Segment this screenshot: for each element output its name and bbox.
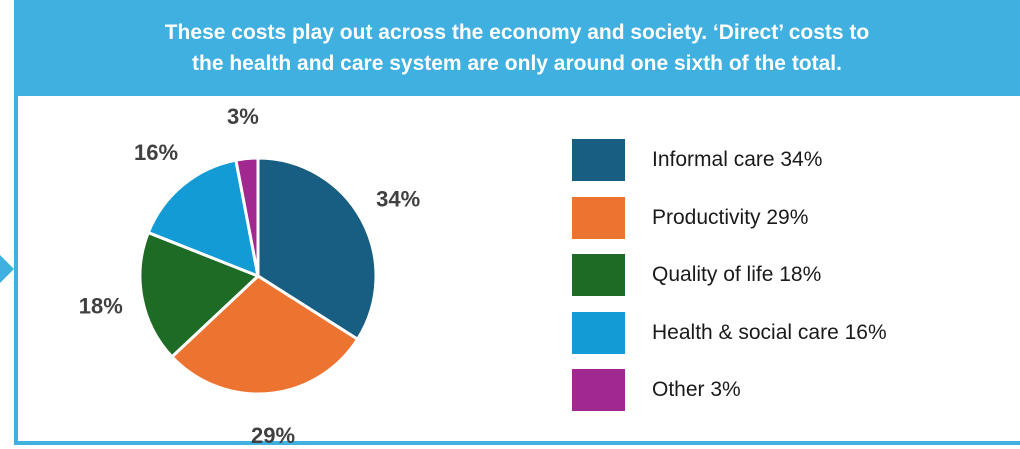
pie-slice-other [234,156,260,278]
legend-swatch-productivity [572,196,625,239]
data-label-quality-of-life: 18% [79,293,123,318]
legend-label-health-social-care: Health & social care 16% [652,320,887,344]
legend-label-other: Other 3% [652,378,741,401]
pie-slice-productivity [170,274,360,396]
header-banner: These costs play out across the economy … [14,0,1020,96]
data-label-other: 3% [227,104,259,129]
data-label-productivity: 29% [251,423,295,448]
legend-swatch-quality-of-life [572,254,625,296]
legend: Informal care 34% Productivity 29% Quali… [572,139,887,427]
legend-item-informal-care: Informal care 34% [572,139,887,181]
legend-label-productivity: Productivity 29% [652,205,809,229]
legend-item-quality-of-life: Quality of life 18% [572,254,887,296]
pie-slice-health-social-care [146,158,260,278]
legend-item-health-social-care: Health & social care 16% [572,311,887,354]
legend-swatch-informal-care [572,139,625,181]
pie-slice-quality-of-life [138,231,260,359]
header-text: These costs play out across the economy … [164,21,870,75]
data-label-health-social-care: 16% [134,140,178,165]
legend-swatch-health-social-care [572,311,625,354]
legend-swatch-other [572,369,625,411]
legend-item-other: Other 3% [572,369,887,411]
data-label-informal-care: 34% [376,186,420,211]
legend-label-quality-of-life: Quality of life 18% [652,263,822,286]
legend-item-productivity: Productivity 29% [572,196,887,239]
legend-label-informal-care: Informal care 34% [652,148,823,171]
side-arrow [0,255,14,283]
